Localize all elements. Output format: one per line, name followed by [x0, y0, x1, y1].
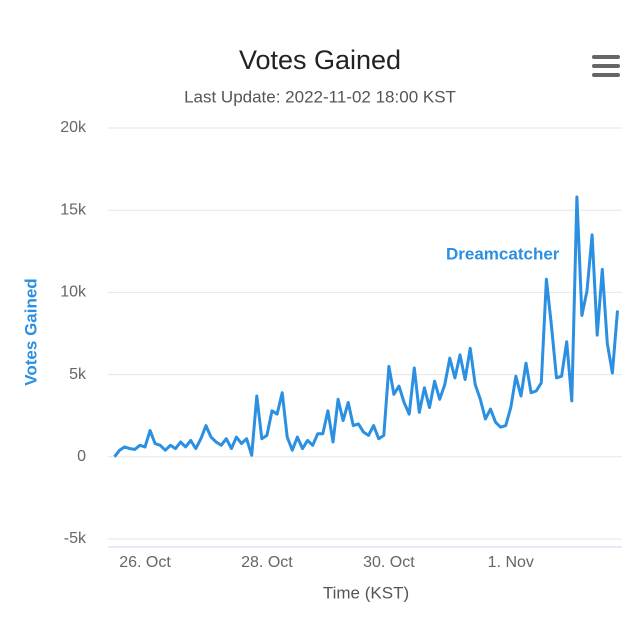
- menu-button[interactable]: [592, 55, 620, 77]
- menu-bar[interactable]: [592, 55, 620, 59]
- y-tick-label: 20k: [60, 119, 87, 136]
- y-tick-label: 0: [77, 448, 86, 465]
- chart-title: Votes Gained: [239, 45, 401, 75]
- y-tick-label: -5k: [64, 530, 87, 547]
- x-axis-title: Time (KST): [323, 583, 409, 602]
- y-tick-label: 15k: [60, 201, 87, 218]
- series-line: [113, 195, 619, 458]
- menu-bar[interactable]: [592, 64, 620, 68]
- x-tick-label: 1. Nov: [488, 554, 534, 571]
- chart-subtitle: Last Update: 2022-11-02 18:00 KST: [184, 87, 456, 106]
- menu-bar[interactable]: [592, 73, 620, 77]
- x-tick-label: 26. Oct: [119, 554, 171, 571]
- series-label: Dreamcatcher: [446, 244, 560, 263]
- x-tick-label: 30. Oct: [363, 554, 415, 571]
- y-tick-label: 10k: [60, 284, 87, 301]
- x-tick-label: 28. Oct: [241, 554, 293, 571]
- y-tick-label: 5k: [69, 366, 87, 383]
- y-axis-title: Votes Gained: [21, 278, 40, 385]
